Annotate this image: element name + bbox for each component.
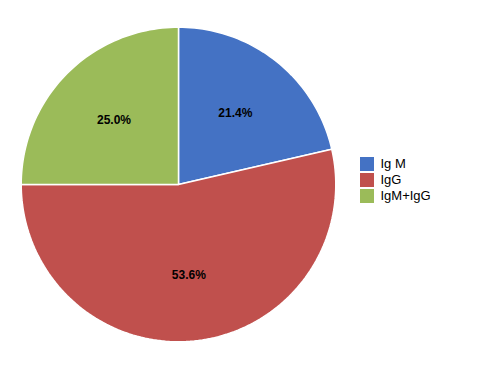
svg-text:21.4%: 21.4% [218, 105, 252, 119]
html-text:Ig M: Ig M [380, 156, 406, 172]
svg-text:25.0%: 25.0% [97, 112, 131, 126]
svg-text:53.6%: 53.6% [172, 267, 206, 281]
html-text:IgM+IgG: IgM+IgG [380, 188, 431, 204]
html-text:IgG: IgG [380, 172, 402, 188]
